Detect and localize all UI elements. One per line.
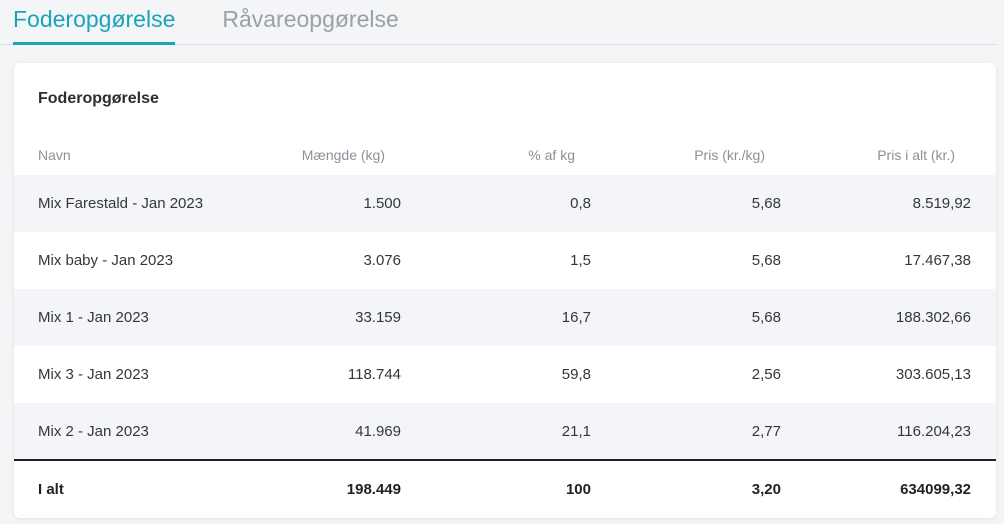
cell-percent: 0,8 bbox=[570, 195, 591, 212]
cell-percent: 16,7 bbox=[561, 309, 591, 326]
total-price-per-kg: 3,20 bbox=[751, 480, 781, 498]
cell-total-price: 8.519,92 bbox=[912, 195, 971, 212]
cell-price-per-kg: 2,56 bbox=[751, 366, 781, 383]
cell-quantity: 33.159 bbox=[355, 309, 401, 326]
cell-name: Mix 3 - Jan 2023 bbox=[38, 366, 149, 383]
cell-quantity: 41.969 bbox=[355, 422, 401, 440]
cell-price-per-kg: 5,68 bbox=[751, 195, 781, 212]
tab-bar: Foderopgørelse Råvareopgørelse bbox=[0, 0, 996, 45]
table-row: Mix 3 - Jan 2023 118.744 59,8 2,56 303.6… bbox=[14, 346, 996, 403]
table-header-row: Navn Mængde (kg) % af kg Pris (kr./kg) P… bbox=[14, 135, 996, 175]
table-row: Mix Farestald - Jan 2023 1.500 0,8 5,68 … bbox=[14, 175, 996, 232]
cell-total-price: 116.204,23 bbox=[897, 422, 971, 440]
tab-foderopgorelse[interactable]: Foderopgørelse bbox=[13, 0, 176, 45]
feed-summary-table: Navn Mængde (kg) % af kg Pris (kr./kg) P… bbox=[14, 135, 996, 517]
cell-name: Mix 2 - Jan 2023 bbox=[38, 422, 149, 440]
card-title: Foderopgørelse bbox=[38, 90, 159, 107]
column-header-name[interactable]: Navn bbox=[38, 147, 71, 163]
table-row: Mix baby - Jan 2023 3.076 1,5 5,68 17.46… bbox=[14, 232, 996, 289]
cell-price-per-kg: 5,68 bbox=[751, 309, 781, 326]
cell-price-per-kg: 2,77 bbox=[751, 422, 781, 440]
cell-percent: 1,5 bbox=[570, 252, 591, 269]
cell-name: Mix baby - Jan 2023 bbox=[38, 252, 174, 269]
cell-total-price: 188.302,66 bbox=[895, 309, 971, 326]
cell-quantity: 118.744 bbox=[347, 366, 401, 383]
cell-quantity: 3.076 bbox=[363, 252, 401, 269]
column-header-percent[interactable]: % af kg bbox=[528, 147, 575, 163]
feed-summary-card: Foderopgørelse Navn Mængde (kg) % af kg … bbox=[14, 63, 996, 518]
cell-total-price: 303.605,13 bbox=[895, 366, 971, 383]
cell-price-per-kg: 5,68 bbox=[751, 252, 781, 269]
cell-total-price: 17.467,38 bbox=[904, 252, 971, 269]
table-row: Mix 1 - Jan 2023 33.159 16,7 5,68 188.30… bbox=[14, 289, 996, 346]
cell-percent: 21,1 bbox=[561, 422, 591, 440]
cell-name: Mix Farestald - Jan 2023 bbox=[38, 195, 204, 212]
column-header-total-price[interactable]: Pris i alt (kr.) bbox=[877, 147, 955, 163]
table-row: Mix 2 - Jan 2023 41.969 21,1 2,77 116.20… bbox=[14, 403, 996, 460]
total-quantity: 198.449 bbox=[346, 480, 401, 498]
cell-name: Mix 1 - Jan 2023 bbox=[38, 309, 149, 326]
cell-quantity: 1.500 bbox=[363, 195, 401, 212]
cell-percent: 59,8 bbox=[561, 366, 591, 383]
tab-ravareopgorelse[interactable]: Råvareopgørelse bbox=[222, 6, 399, 32]
column-header-quantity[interactable]: Mængde (kg) bbox=[301, 147, 385, 163]
total-price: 634099,32 bbox=[900, 480, 971, 498]
total-row: I alt 198.449 100 3,20 634099,32 bbox=[14, 460, 996, 517]
total-label: I alt bbox=[38, 480, 64, 498]
column-header-price-per-kg[interactable]: Pris (kr./kg) bbox=[694, 147, 765, 163]
total-percent: 100 bbox=[565, 480, 591, 498]
